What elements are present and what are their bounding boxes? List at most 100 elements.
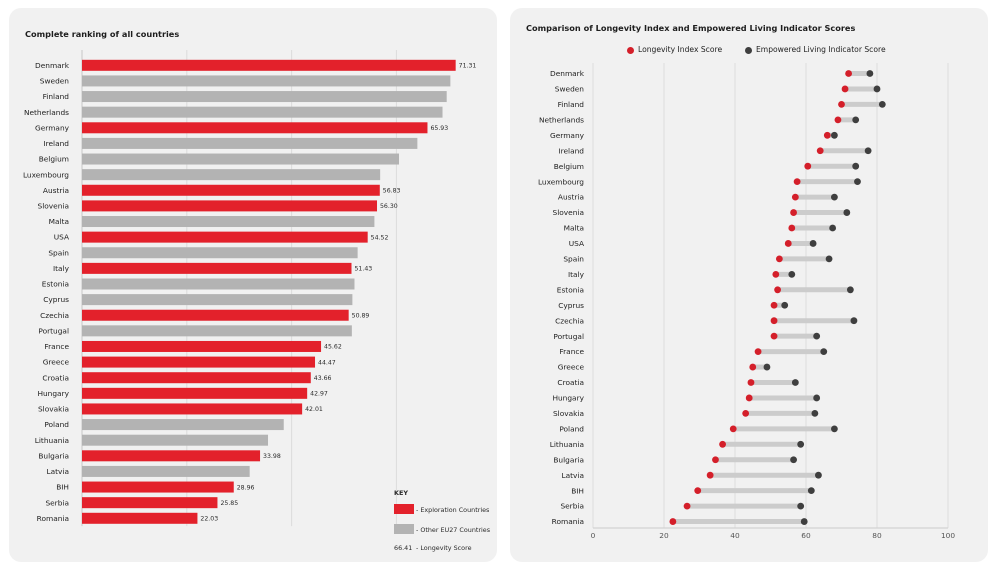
empowered-point-bulgaria	[790, 456, 797, 464]
dot-category-estonia: Estonia	[557, 285, 584, 294]
empowered-point-italy	[788, 270, 796, 278]
ranking-panel: Complete ranking of all countries Denmar…	[9, 8, 497, 562]
dot-category-slovenia: Slovenia	[553, 208, 584, 217]
empowered-point-hungary	[813, 394, 821, 402]
legend-longevity-label: Longevity Index Score	[638, 45, 723, 54]
bar-value-austria: 56.83	[383, 187, 401, 194]
empowered-point-estonia	[846, 286, 854, 294]
bar-malta	[82, 216, 375, 228]
bar-value-italy: 51.43	[354, 266, 372, 273]
bar-value-denmark: 71.31	[459, 63, 477, 70]
bar-netherlands	[82, 106, 443, 118]
bar-category-spain: Spain	[48, 248, 69, 257]
bar-slovakia	[82, 403, 303, 415]
empowered-point-poland	[831, 425, 838, 433]
dot-category-spain: Spain	[563, 255, 584, 264]
longevity-point-slovenia	[790, 209, 797, 216]
comparison-dumbbell-chart: 0 20 40 60 80 100 Denmark Sweden Finland Netherla…	[538, 63, 955, 540]
dot-category-austria: Austria	[558, 193, 584, 202]
empowered-point-denmark	[866, 70, 874, 77]
bar-slovenia	[82, 200, 378, 212]
legend-empowered-label: Empowered Living Indicator Score	[756, 45, 886, 54]
legend-longevity-marker	[627, 47, 634, 54]
longevity-point-austria	[791, 193, 799, 201]
key-swatch-exploration	[394, 504, 414, 514]
bar-category-austria: Austria	[43, 186, 69, 195]
key-label-score: - Longevity Score	[416, 544, 472, 552]
x-tick-label: 0	[591, 531, 596, 540]
bar-croatia	[82, 372, 311, 384]
bar-france	[82, 340, 322, 352]
longevity-point-croatia	[747, 379, 755, 386]
empowered-point-slovakia	[811, 410, 819, 417]
bar-category-poland: Poland	[44, 420, 69, 429]
bar-category-germany: Germany	[35, 123, 70, 132]
bar-category-slovakia: Slovakia	[38, 405, 69, 414]
bar-romania	[82, 512, 198, 524]
key-score-example: 66.41	[394, 544, 413, 552]
longevity-point-belgium	[804, 162, 812, 170]
bar-value-bulgaria: 33.98	[263, 453, 281, 460]
dot-category-france: France	[559, 347, 584, 356]
key-label-exploration: - Exploration Countries	[416, 506, 490, 514]
bar-category-ireland: Ireland	[43, 139, 69, 148]
bar-hungary	[82, 387, 308, 399]
dot-category-ireland: Ireland	[558, 146, 584, 155]
bar-category-serbia: Serbia	[45, 498, 69, 507]
ranking-title: Complete ranking of all countries	[25, 29, 180, 39]
key-title: KEY	[394, 489, 408, 497]
empowered-point-croatia	[791, 379, 799, 386]
x-tick-label: 60	[801, 531, 811, 540]
bar-poland	[82, 419, 284, 431]
bar-czechia	[82, 309, 349, 321]
longevity-point-spain	[775, 255, 783, 263]
empowered-point-portugal	[813, 332, 821, 340]
bar-category-greece: Greece	[43, 358, 70, 367]
longevity-point-cyprus	[770, 301, 778, 309]
dot-category-greece: Greece	[558, 363, 585, 372]
bar-category-hungary: Hungary	[37, 389, 69, 398]
longevity-point-finland	[838, 101, 845, 108]
comparison-title: Comparison of Longevity Index and Empowe…	[526, 23, 856, 33]
bar-denmark	[82, 59, 456, 71]
longevity-point-germany	[823, 131, 831, 139]
bar-estonia	[82, 278, 355, 290]
bar-greece	[82, 356, 316, 368]
longevity-point-ireland	[816, 147, 824, 155]
bar-value-hungary: 42.97	[310, 391, 328, 398]
legend-empowered-marker	[745, 47, 752, 54]
dot-category-czechia: Czechia	[555, 316, 584, 325]
empowered-point-serbia	[797, 502, 805, 510]
bar-category-france: France	[44, 342, 69, 351]
empowered-point-slovenia	[843, 209, 851, 216]
longevity-point-slovakia	[742, 410, 750, 417]
bar-value-bih: 28.96	[237, 484, 255, 491]
bar-category-croatia: Croatia	[42, 373, 69, 382]
bar-germany	[82, 122, 428, 134]
empowered-point-ireland	[864, 147, 872, 155]
bar-ireland	[82, 137, 418, 149]
dot-category-malta: Malta	[564, 224, 584, 233]
dot-category-usa: USA	[569, 239, 584, 248]
bar-category-belgium: Belgium	[39, 155, 69, 164]
bar-serbia	[82, 497, 218, 509]
bar-category-czechia: Czechia	[40, 311, 69, 320]
dot-category-bih: BIH	[571, 486, 584, 495]
dot-category-denmark: Denmark	[550, 69, 585, 78]
bar-value-france: 45.62	[324, 344, 342, 351]
bar-category-latvia: Latvia	[46, 467, 69, 476]
bar-value-germany: 65.93	[430, 125, 448, 132]
longevity-point-sweden	[841, 85, 849, 93]
bar-value-czechia: 50.89	[352, 312, 370, 319]
dot-category-hungary: Hungary	[552, 394, 584, 403]
empowered-point-czechia	[850, 317, 858, 325]
dot-category-croatia: Croatia	[557, 378, 584, 387]
bar-cyprus	[82, 294, 353, 306]
dot-category-finland: Finland	[558, 100, 585, 109]
empowered-point-germany	[831, 131, 838, 139]
dot-category-bulgaria: Bulgaria	[553, 455, 584, 464]
bar-value-slovakia: 42.01	[305, 406, 323, 413]
bar-bulgaria	[82, 450, 261, 462]
dot-category-poland: Poland	[559, 424, 584, 433]
bar-usa	[82, 231, 368, 243]
